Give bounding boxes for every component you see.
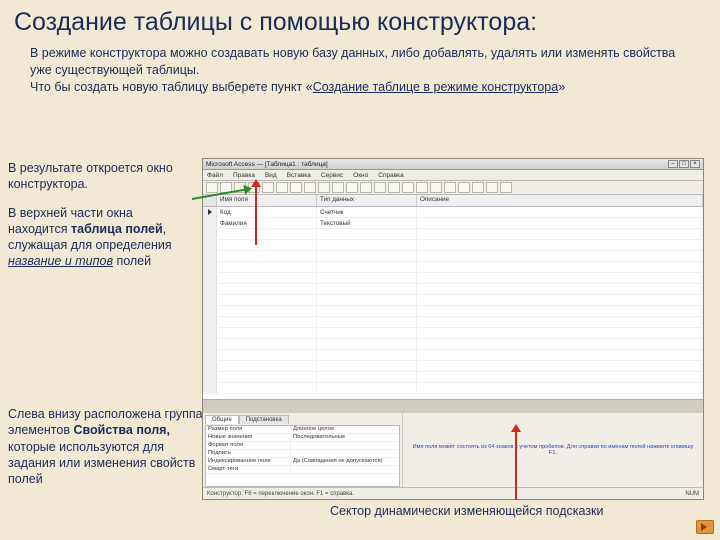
close-button[interactable]: × bbox=[690, 160, 700, 168]
intro-p2a: Что бы создать новую таблицу выберете пу… bbox=[30, 80, 313, 94]
toolbar-button[interactable] bbox=[332, 182, 344, 193]
toolbar-button[interactable] bbox=[444, 182, 456, 193]
titlebar: Microsoft Access — [Таблица1 : таблица] … bbox=[203, 159, 703, 170]
arrow-red-top bbox=[255, 185, 257, 245]
t2: таблица полей bbox=[71, 222, 163, 236]
menu-item[interactable]: Справка bbox=[378, 172, 404, 179]
left-column-top: В результате откроется окно конструктора… bbox=[8, 160, 193, 282]
toolbar-button[interactable] bbox=[472, 182, 484, 193]
table-row[interactable] bbox=[203, 328, 703, 339]
property-row[interactable]: Индексированное полеДа (Совпадения не до… bbox=[206, 458, 399, 466]
b2: Свойства поля, bbox=[73, 423, 169, 437]
properties-left: Общие Подстановка Размер поляДлинное цел… bbox=[203, 413, 403, 487]
menu-item[interactable]: Правка bbox=[233, 172, 255, 179]
table-row[interactable] bbox=[203, 229, 703, 240]
toolbar-button[interactable] bbox=[374, 182, 386, 193]
status-right: NUM bbox=[685, 491, 699, 497]
menu-item[interactable]: Окно bbox=[353, 172, 368, 179]
toolbar-button[interactable] bbox=[402, 182, 414, 193]
table-row[interactable] bbox=[203, 251, 703, 262]
slide-title: Создание таблицы с помощью конструктора: bbox=[0, 0, 720, 43]
table-row[interactable] bbox=[203, 383, 703, 394]
toolbar-button[interactable] bbox=[388, 182, 400, 193]
min-button[interactable]: – bbox=[668, 160, 678, 168]
table-row[interactable] bbox=[203, 317, 703, 328]
col-name: Имя поля bbox=[217, 195, 317, 206]
field-grid: Имя поля Тип данных Описание КодСчетчикФ… bbox=[203, 195, 703, 400]
table-row[interactable] bbox=[203, 295, 703, 306]
intro-link: Создание таблице в режиме конструктора bbox=[313, 80, 559, 94]
field-header: Имя поля Тип данных Описание bbox=[203, 195, 703, 207]
properties-box: Размер поляДлинное целоеНовые значенияПо… bbox=[205, 425, 400, 487]
table-row[interactable] bbox=[203, 339, 703, 350]
toolbar-button[interactable] bbox=[206, 182, 218, 193]
property-row[interactable]: Размер поляДлинное целое bbox=[206, 426, 399, 434]
properties-panel: Общие Подстановка Размер поляДлинное цел… bbox=[203, 413, 703, 487]
max-button[interactable]: □ bbox=[679, 160, 689, 168]
intro-p1: В режиме конструктора можно создавать но… bbox=[30, 45, 690, 79]
left-p2: В верхней части окна находится таблица п… bbox=[8, 205, 193, 270]
tab-general[interactable]: Общие bbox=[205, 415, 239, 424]
access-window: Microsoft Access — [Таблица1 : таблица] … bbox=[202, 158, 704, 500]
toolbar-button[interactable] bbox=[500, 182, 512, 193]
toolbar bbox=[203, 181, 703, 195]
col-type: Тип данных bbox=[317, 195, 417, 206]
t5: полей bbox=[113, 254, 151, 268]
menu-item[interactable]: Сервис bbox=[321, 172, 343, 179]
col-desc: Описание bbox=[417, 195, 703, 206]
t4: название и типов bbox=[8, 254, 113, 268]
toolbar-button[interactable] bbox=[318, 182, 330, 193]
property-row[interactable]: Смарт-теги bbox=[206, 466, 399, 474]
toolbar-button[interactable] bbox=[458, 182, 470, 193]
intro-p2: Что бы создать новую таблицу выберете пу… bbox=[30, 79, 690, 96]
toolbar-button[interactable] bbox=[430, 182, 442, 193]
menubar: Файл Правка Вид Вставка Сервис Окно Справка bbox=[203, 170, 703, 181]
left-p1: В результате откроется окно конструктора… bbox=[8, 160, 193, 193]
menu-item[interactable]: Файл bbox=[207, 172, 223, 179]
toolbar-button[interactable] bbox=[276, 182, 288, 193]
table-row[interactable] bbox=[203, 306, 703, 317]
toolbar-button[interactable] bbox=[416, 182, 428, 193]
property-row[interactable]: Подпись bbox=[206, 450, 399, 458]
menu-item[interactable]: Вставка bbox=[287, 172, 311, 179]
statusbar: Конструктор. F6 = переключение окон. F1 … bbox=[203, 487, 703, 499]
menu-item[interactable]: Вид bbox=[265, 172, 277, 179]
arrow-red-bottom bbox=[515, 430, 517, 500]
toolbar-button[interactable] bbox=[346, 182, 358, 193]
table-row[interactable]: ФамилияТекстовый bbox=[203, 218, 703, 229]
toolbar-button[interactable] bbox=[304, 182, 316, 193]
table-row[interactable] bbox=[203, 350, 703, 361]
tab-lookup[interactable]: Подстановка bbox=[239, 415, 289, 424]
toolbar-button[interactable] bbox=[290, 182, 302, 193]
window-title: Microsoft Access — [Таблица1 : таблица] bbox=[206, 161, 328, 168]
property-row[interactable]: Новые значенияПоследовательные bbox=[206, 434, 399, 442]
toolbar-button[interactable] bbox=[262, 182, 274, 193]
hint-pane: Имя поля может состоять из 64 знаков с у… bbox=[403, 413, 703, 487]
nav-next-icon[interactable] bbox=[696, 520, 714, 534]
table-row[interactable] bbox=[203, 262, 703, 273]
property-row[interactable]: Формат поля bbox=[206, 442, 399, 450]
table-row[interactable]: КодСчетчик bbox=[203, 207, 703, 218]
window-buttons: – □ × bbox=[668, 160, 700, 168]
left-column-bottom: Слева внизу расположена группа элементов… bbox=[8, 406, 208, 487]
toolbar-button[interactable] bbox=[486, 182, 498, 193]
table-row[interactable] bbox=[203, 240, 703, 251]
bottom-caption: Сектор динамически изменяющейся подсказк… bbox=[330, 504, 604, 518]
properties-tabs: Общие Подстановка bbox=[205, 415, 400, 424]
table-row[interactable] bbox=[203, 361, 703, 372]
table-row[interactable] bbox=[203, 372, 703, 383]
toolbar-button[interactable] bbox=[360, 182, 372, 193]
table-row[interactable] bbox=[203, 273, 703, 284]
intro-text: В режиме конструктора можно создавать но… bbox=[0, 43, 720, 104]
status-left: Конструктор. F6 = переключение окон. F1 … bbox=[207, 491, 354, 497]
intro-p2b: » bbox=[558, 80, 565, 94]
b3: которые используются для задания или изм… bbox=[8, 440, 195, 487]
table-row[interactable] bbox=[203, 284, 703, 295]
